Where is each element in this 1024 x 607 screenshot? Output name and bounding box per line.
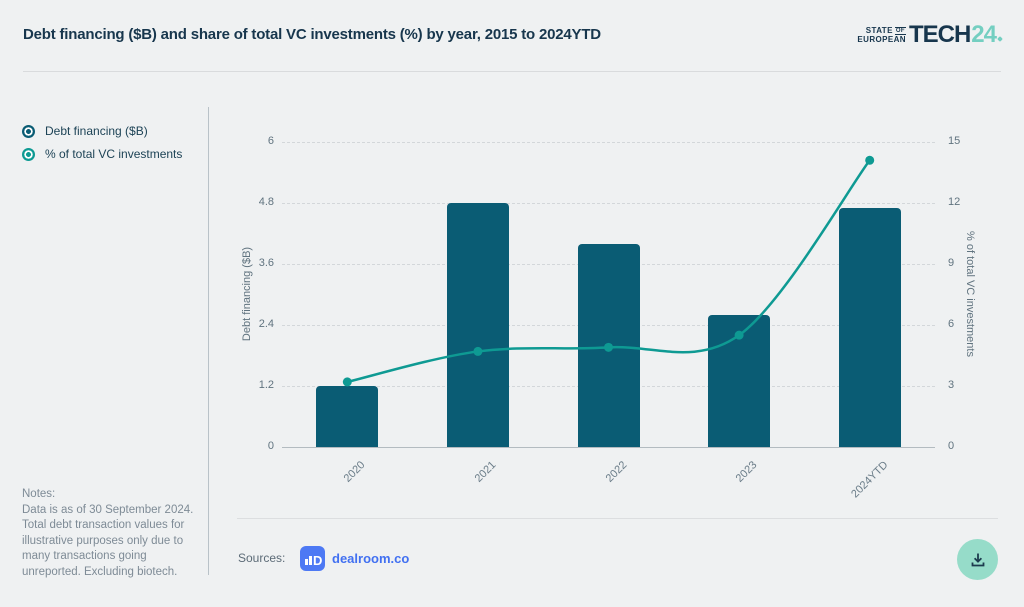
x-axis-label-2022: 2022 [603, 459, 629, 485]
bar-2020 [316, 386, 379, 447]
dealroom-link[interactable]: dealroom.co [332, 551, 410, 566]
state-of-european-tech-logo: STATE OF EUROPEAN TECH 24 [857, 21, 1003, 48]
right-tick-label: 3 [948, 379, 955, 391]
bar-2021 [446, 203, 509, 447]
gridline [282, 203, 935, 204]
notes-heading: Notes: [22, 488, 56, 500]
right-tick-label: 12 [948, 196, 961, 208]
line-point-2020 [342, 377, 352, 387]
pct-vc-dot-icon [22, 147, 35, 161]
left-tick-label: 3.6 [258, 257, 274, 269]
dealroom-logo-icon: D [300, 546, 325, 571]
left-tick-label: 4.8 [258, 196, 274, 208]
logo-year-text: 24 [971, 21, 997, 48]
header-divider [23, 71, 1001, 72]
x-axis-label-2020: 2020 [341, 459, 368, 485]
legend-item-debt-financing[interactable]: Debt financing ($B) [22, 124, 182, 138]
logo-tech-text: TECH [908, 21, 971, 48]
legend-item-pct-vc-investments[interactable]: % of total VC investments [22, 147, 182, 161]
left-axis-ticks: 0 1.2 2.4 3.6 4.8 6 [230, 135, 274, 452]
logo-state-text: STATE [865, 26, 893, 35]
right-tick-label: 9 [948, 257, 955, 269]
left-axis-title: Debt financing ($B) [241, 246, 253, 342]
notes-body: Data is as of 30 September 2024. Total d… [22, 503, 194, 578]
legend-label: % of total VC investments [45, 147, 183, 161]
gridline [282, 142, 935, 143]
logo-dot-icon [997, 36, 1003, 42]
download-icon [971, 553, 984, 566]
line-point-2023 [734, 330, 744, 340]
sources-divider [237, 518, 998, 519]
logo-of-text: OF [894, 26, 906, 35]
notes-block: Notes: Data is as of 30 September 2024. … [22, 487, 202, 580]
right-tick-label: 6 [948, 318, 955, 330]
right-tick-label: 0 [948, 440, 955, 452]
chart-legend: Debt financing ($B) % of total VC invest… [22, 124, 182, 170]
line-point-2024YTD [865, 155, 875, 165]
svg-text:D: D [313, 553, 322, 568]
logo-european-text: EUROPEAN [857, 35, 906, 44]
x-axis-label-2021: 2021 [472, 459, 499, 485]
left-tick-label: 2.4 [258, 318, 274, 330]
sources-label: Sources: [238, 551, 286, 565]
bar-2024YTD [838, 208, 901, 447]
debt-financing-dot-icon [22, 124, 35, 138]
left-tick-label: 1.2 [258, 379, 274, 391]
right-tick-label: 15 [948, 135, 961, 147]
download-button[interactable] [957, 539, 998, 580]
plot-area: 2020 2021 2022 2023 2024YTD [282, 142, 935, 500]
left-tick-label: 6 [267, 135, 274, 147]
page-title: Debt financing ($B) and share of total V… [23, 26, 601, 43]
left-tick-label: 0 [267, 440, 274, 452]
legend-label: Debt financing ($B) [45, 124, 148, 138]
x-axis-label-2023: 2023 [733, 459, 760, 485]
gridline [282, 447, 935, 448]
right-axis-ticks: 0 3 6 9 12 15 [948, 135, 988, 452]
x-axis-label-2024YTD: 2024YTD [848, 459, 891, 501]
line-point-2022 [604, 342, 613, 352]
panel-divider [208, 107, 209, 575]
line-point-2021 [473, 346, 483, 356]
pct-vc-line-series [342, 155, 875, 387]
right-axis-title: % of total VC investments [964, 231, 976, 357]
